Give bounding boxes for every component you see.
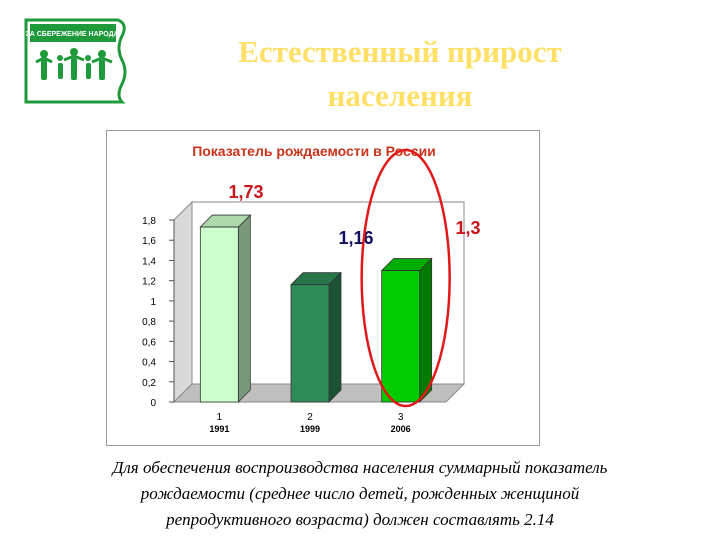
year-label: 2006	[391, 424, 411, 434]
year-label: 1991	[209, 424, 229, 434]
bar-2	[290, 284, 330, 403]
y-tick-label: 0,6	[142, 337, 156, 348]
x-tick-label: 3	[398, 412, 404, 423]
y-tick-label: 0,4	[142, 358, 156, 369]
bar-3	[381, 270, 421, 403]
x-tick-label: 1	[217, 412, 223, 423]
x-tick-label: 2	[307, 412, 313, 423]
footnote: Для обеспечения воспроизводства населени…	[50, 455, 670, 533]
footnote-line-2: рождаемости (среднее число детей, рожден…	[140, 484, 580, 503]
bar-side-1	[237, 214, 251, 403]
y-tick-label: 1,8	[142, 216, 156, 227]
footnote-line-3: репродуктивного возраста) должен составл…	[166, 510, 554, 529]
birth-rate-chart: Показатель рождаемости в России 0 0,2 0,4 0,…	[142, 143, 480, 434]
data-label-2: 1,16	[338, 228, 373, 248]
bar-side-2	[328, 271, 342, 403]
slide-title-line-2: населения	[327, 78, 473, 113]
data-label-1: 1,73	[228, 182, 263, 202]
bar-side-3	[419, 257, 433, 403]
footnote-line-1: Для обеспечения воспроизводства населени…	[112, 458, 608, 477]
highlight-ellipse	[360, 148, 451, 408]
logo-text: ЗА СБЕРЕЖЕНИЕ НАРОДА	[25, 31, 118, 38]
bar-1	[199, 226, 239, 403]
y-tick-label: 1,6	[142, 236, 156, 247]
data-label-3: 1,3	[455, 218, 480, 238]
y-tick-label: 1,2	[142, 277, 156, 288]
logo: ЗА СБЕРЕЖЕНИЕ НАРОДА	[22, 14, 138, 106]
chart-title: Показатель рождаемости в России	[192, 143, 436, 159]
slide-title: Естественный прирост населения	[180, 30, 620, 118]
y-tick-label: 0,8	[142, 317, 156, 328]
y-tick-label: 0	[150, 398, 156, 409]
slide-title-line-1: Естественный прирост	[238, 34, 562, 69]
y-tick-label: 1,4	[142, 256, 156, 267]
family-figures-icon	[35, 48, 113, 80]
year-label: 1999	[300, 424, 320, 434]
side-wall	[173, 200, 193, 404]
y-tick-label: 0,2	[142, 378, 156, 389]
y-tick-label: 1	[150, 297, 156, 308]
